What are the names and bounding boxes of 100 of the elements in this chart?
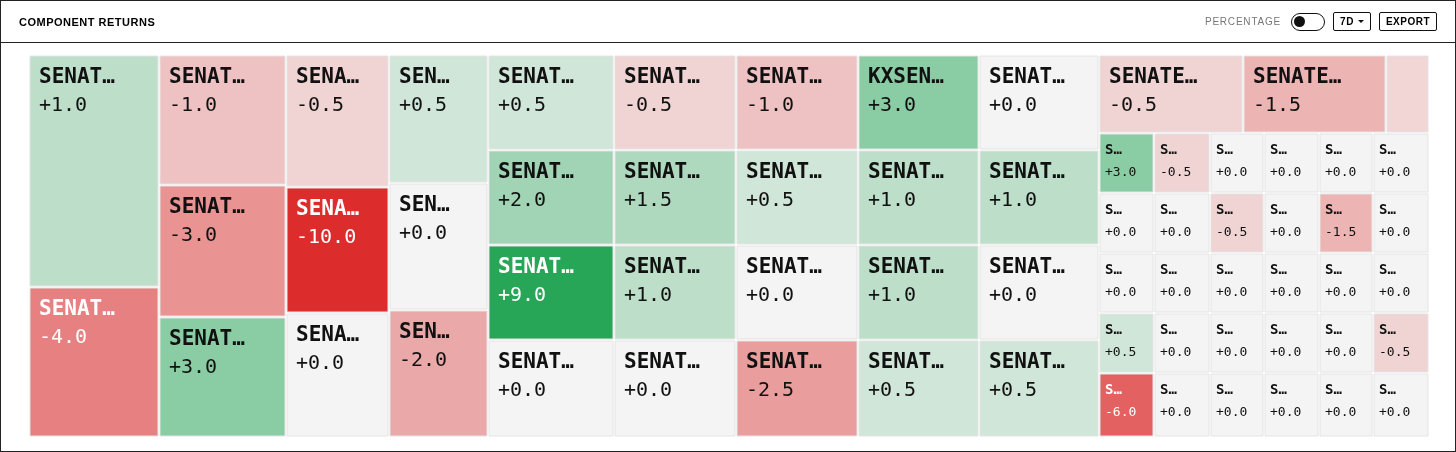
data-label: +1.0 — [39, 92, 88, 116]
category-label: SENAT… — [624, 64, 701, 88]
data-label: -1.5 — [1325, 224, 1357, 239]
data-label: +0.0 — [1216, 284, 1248, 299]
category-label: SENAT… — [498, 64, 575, 88]
data-label: +0.0 — [1379, 164, 1411, 179]
data-label: +0.0 — [1216, 344, 1248, 359]
data-label: -4.0 — [39, 324, 88, 348]
data-label: -2.5 — [746, 377, 795, 401]
category-label: S… — [1160, 381, 1178, 397]
data-label: +1.5 — [624, 187, 673, 211]
data-label: +1.0 — [868, 187, 917, 211]
data-label: +0.0 — [1379, 404, 1411, 419]
data-label: +0.5 — [989, 377, 1038, 401]
data-label: +0.5 — [1105, 344, 1137, 359]
data-label: -1.5 — [1253, 92, 1302, 116]
data-label: +0.0 — [1216, 404, 1248, 419]
data-label: -10.0 — [296, 224, 357, 248]
category-label: S… — [1160, 321, 1178, 337]
data-label: +0.0 — [1379, 224, 1411, 239]
data-label: +0.0 — [1270, 164, 1302, 179]
data-label: +0.0 — [1216, 164, 1248, 179]
data-label: +0.5 — [868, 377, 917, 401]
category-label: S… — [1379, 141, 1397, 157]
category-label: S… — [1216, 381, 1234, 397]
category-label: SENAT… — [624, 159, 701, 183]
category-label: SENAT… — [169, 194, 246, 218]
data-label: +0.0 — [1160, 224, 1192, 239]
data-label: -6.0 — [1105, 404, 1137, 419]
data-label: +0.0 — [1325, 164, 1357, 179]
data-label: +0.0 — [989, 282, 1038, 306]
data-label: +0.0 — [1270, 344, 1302, 359]
category-label: SENA… — [296, 64, 360, 88]
category-label: SENAT… — [746, 159, 823, 183]
category-label: S… — [1160, 141, 1178, 157]
text: EXPORT — [1378, 12, 1437, 31]
data-label: -3.0 — [169, 222, 218, 246]
category-label: SEN… — [399, 319, 450, 343]
category-label: S… — [1105, 321, 1123, 337]
data-label: +3.0 — [169, 354, 218, 378]
data-label: +0.0 — [399, 220, 448, 244]
data-label: +0.0 — [1270, 284, 1302, 299]
category-label: S… — [1105, 201, 1123, 217]
data-label: -0.5 — [1216, 224, 1248, 239]
category-label: SENAT… — [746, 349, 823, 373]
data-label: -0.5 — [624, 92, 673, 116]
text: PERCENTAGE — [1204, 16, 1282, 27]
category-label: SEN… — [399, 64, 450, 88]
text: 7D — [1340, 16, 1354, 27]
category-label: S… — [1379, 321, 1397, 337]
category-label: SENA… — [296, 322, 360, 346]
category-label: SENAT… — [746, 64, 823, 88]
data-label: +0.0 — [1379, 284, 1411, 299]
data-label: -0.5 — [1160, 164, 1192, 179]
category-label: SENATE… — [1109, 64, 1198, 88]
category-label: SENAT… — [868, 349, 945, 373]
category-label: SENAT… — [746, 254, 823, 278]
category-label: S… — [1105, 381, 1123, 397]
data-label: +0.0 — [1160, 404, 1192, 419]
data-label: +1.0 — [624, 282, 673, 306]
data-label: +0.0 — [624, 377, 673, 401]
data-label: +0.5 — [399, 92, 448, 116]
category-label: S… — [1379, 381, 1397, 397]
data-label: +0.0 — [1160, 284, 1192, 299]
data-label: +2.0 — [498, 187, 547, 211]
category-label: S… — [1325, 321, 1343, 337]
category-label: S… — [1325, 381, 1343, 397]
category-label: SENAT… — [989, 254, 1066, 278]
data-label: +0.5 — [746, 187, 795, 211]
data-label: -0.5 — [1109, 92, 1158, 116]
data-label: +0.0 — [1325, 284, 1357, 299]
category-label: SENAT… — [624, 254, 701, 278]
data-label: -0.5 — [1379, 344, 1411, 359]
category-label: SENAT… — [169, 326, 246, 350]
data-label: +1.0 — [868, 282, 917, 306]
category-label: S… — [1379, 261, 1397, 277]
category-label: S… — [1105, 261, 1123, 277]
data-label: -1.0 — [169, 92, 218, 116]
data-label: +0.0 — [1270, 224, 1302, 239]
data-label: +3.0 — [868, 92, 917, 116]
category-label: SENAT… — [39, 296, 116, 320]
data-label: +0.0 — [296, 350, 345, 374]
data-label: +0.0 — [746, 282, 795, 306]
category-label: KXSEN… — [868, 64, 945, 88]
category-label: SENAT… — [498, 349, 575, 373]
data-label: +0.0 — [1325, 344, 1357, 359]
category-label: S… — [1325, 141, 1343, 157]
category-label: S… — [1216, 321, 1234, 337]
category-label: SENAT… — [989, 159, 1066, 183]
category-label: S… — [1325, 261, 1343, 277]
category-label: SENAT… — [989, 64, 1066, 88]
data-label: +0.0 — [1270, 404, 1302, 419]
category-label: SENAT… — [498, 159, 575, 183]
data-label: +0.0 — [1105, 224, 1137, 239]
category-label: S… — [1270, 381, 1288, 397]
category-label: SENAT… — [39, 64, 116, 88]
data-label: +0.5 — [498, 92, 547, 116]
data-label: +0.0 — [1105, 284, 1137, 299]
data-label: +0.0 — [498, 377, 547, 401]
category-label: S… — [1216, 141, 1234, 157]
